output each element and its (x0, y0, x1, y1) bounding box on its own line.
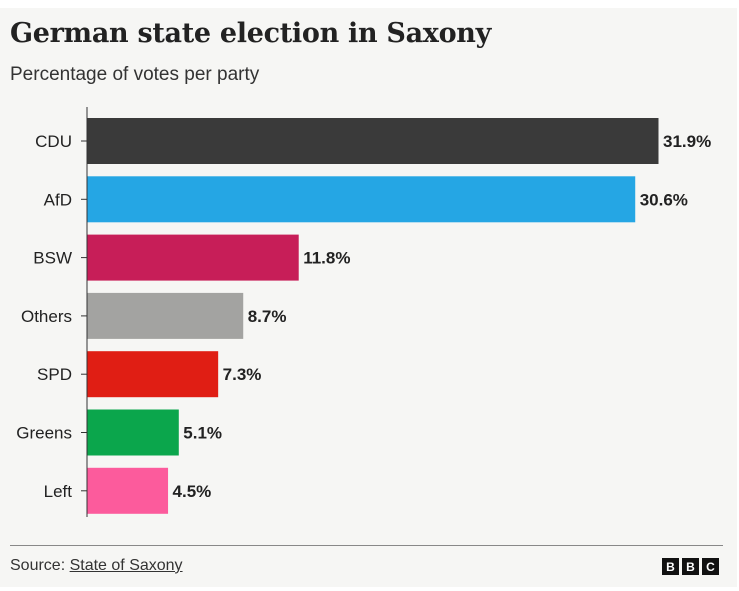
value-label-cdu: 31.9% (663, 132, 711, 151)
category-label-bsw: BSW (33, 249, 72, 268)
chart-frame: German state election in Saxony Percenta… (0, 8, 737, 587)
bar-greens (87, 409, 179, 456)
source-note: Source: State of Saxony (10, 557, 183, 575)
value-label-spd: 7.3% (223, 365, 262, 384)
source-link[interactable]: State of Saxony (69, 557, 183, 574)
bar-bsw (87, 234, 299, 281)
category-label-cdu: CDU (35, 132, 72, 151)
value-label-afd: 30.6% (640, 190, 688, 209)
bar-afd (87, 176, 636, 223)
category-label-others: Others (21, 307, 72, 326)
value-label-greens: 5.1% (183, 424, 222, 443)
category-label-spd: SPD (37, 365, 72, 384)
bar-cdu (87, 118, 659, 164)
logo-letter-b1: B (662, 558, 679, 575)
bbc-logo: B B C (662, 558, 719, 575)
bar-others (87, 292, 244, 339)
category-label-left: Left (44, 482, 73, 501)
footer-divider (10, 545, 723, 546)
bar-left (87, 467, 169, 514)
value-label-others: 8.7% (248, 307, 287, 326)
logo-letter-b2: B (682, 558, 699, 575)
chart-subtitle: Percentage of votes per party (10, 64, 260, 85)
value-label-left: 4.5% (173, 482, 212, 501)
category-label-greens: Greens (16, 424, 72, 443)
chart-title: German state election in Saxony (10, 18, 491, 49)
bar-chart: CDU 31.9% AfD 30.6% BSW 11.8% Others 8.7% SPD 7.3… (16, 107, 711, 517)
category-label-afd: AfD (44, 190, 72, 209)
logo-letter-c: C (702, 558, 719, 575)
bar-spd (87, 351, 219, 398)
value-label-bsw: 11.8% (303, 249, 350, 268)
source-prefix: Source: (10, 557, 70, 574)
